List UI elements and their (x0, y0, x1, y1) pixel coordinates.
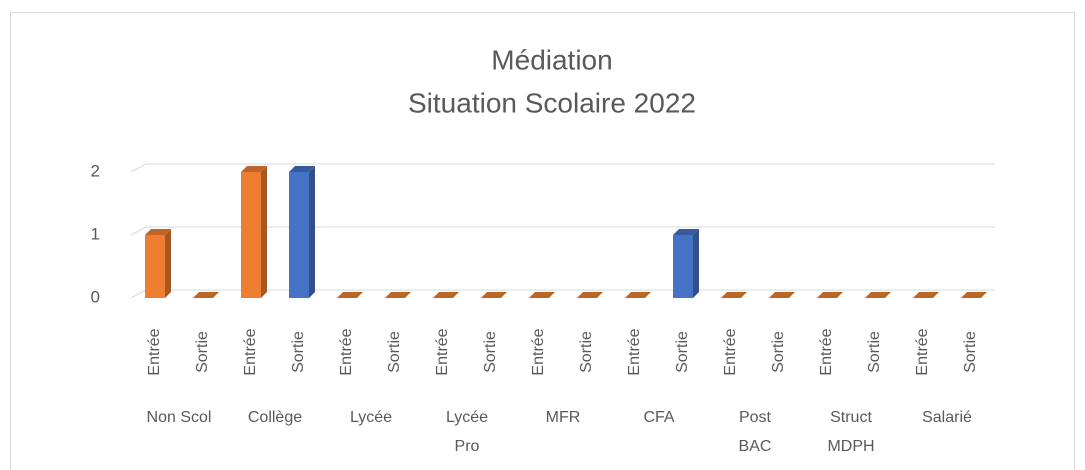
x-tick-label: Sortie (482, 331, 499, 373)
bar-top (673, 229, 699, 235)
group-label: Post (739, 409, 772, 426)
x-tick-label: Entrée (722, 328, 739, 375)
x-tick-label: Sortie (962, 331, 979, 373)
x-tick-label: Sortie (290, 331, 307, 373)
grid-line (130, 226, 995, 236)
bar-top (529, 292, 555, 298)
x-tick-label: Entrée (146, 328, 163, 375)
y-tick-label: 1 (91, 224, 100, 243)
x-tick-label: Sortie (674, 331, 691, 373)
bar-top (385, 292, 411, 298)
x-tick-label: Entrée (338, 328, 355, 375)
group-label: Lycée (446, 409, 488, 426)
bar-top (769, 292, 795, 298)
bar (145, 235, 165, 298)
bar-top (289, 166, 315, 172)
group-label: MFR (546, 409, 581, 426)
x-tick-label: Entrée (626, 328, 643, 375)
y-tick-label: 0 (91, 287, 100, 306)
bar-top (337, 292, 363, 298)
chart-title: Médiation (491, 44, 612, 75)
bar-side (309, 166, 315, 298)
bar-top (961, 292, 987, 298)
bar (289, 172, 309, 298)
y-tick-label: 2 (91, 161, 100, 180)
group-label: Collège (248, 409, 302, 426)
bar-top (865, 292, 891, 298)
x-tick-label: Sortie (194, 331, 211, 373)
group-label: BAC (739, 438, 772, 455)
bar (673, 235, 693, 298)
group-label: Lycée (350, 409, 392, 426)
bar (241, 172, 261, 298)
bar-top (625, 292, 651, 298)
bar-top (817, 292, 843, 298)
x-tick-label: Entrée (818, 328, 835, 375)
bar-top (721, 292, 747, 298)
chart-frame (10, 12, 1075, 470)
bar-side (693, 229, 699, 298)
chart-subtitle: Situation Scolaire 2022 (408, 87, 696, 118)
x-tick-label: Sortie (770, 331, 787, 373)
x-tick-label: Entrée (530, 328, 547, 375)
group-label: CFA (643, 409, 674, 426)
group-label: MDPH (827, 438, 874, 455)
bar-side (165, 229, 171, 298)
bar-top (193, 292, 219, 298)
bar-top (481, 292, 507, 298)
group-label: Pro (455, 438, 480, 455)
bar-side (261, 166, 267, 298)
x-tick-label: Entrée (914, 328, 931, 375)
bar-top (241, 166, 267, 172)
group-label: Struct (830, 409, 872, 426)
group-label: Salarié (922, 409, 972, 426)
x-tick-label: Sortie (578, 331, 595, 373)
grid-line (130, 163, 995, 173)
group-label: Non Scol (147, 409, 212, 426)
bar-top (433, 292, 459, 298)
x-tick-label: Sortie (386, 331, 403, 373)
bar-top (913, 292, 939, 298)
bar-top (577, 292, 603, 298)
x-tick-label: Sortie (866, 331, 883, 373)
bar-top (145, 229, 171, 235)
x-tick-label: Entrée (242, 328, 259, 375)
x-tick-label: Entrée (434, 328, 451, 375)
